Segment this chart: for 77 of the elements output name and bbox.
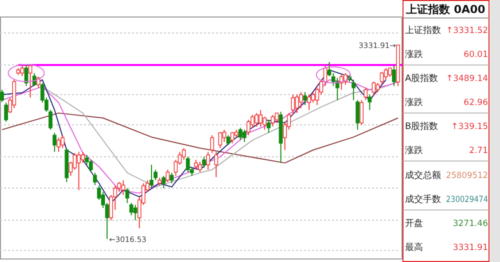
candlestick	[266, 119, 271, 134]
candlestick	[376, 82, 380, 93]
candlestick	[352, 79, 356, 101]
candlestick	[88, 159, 93, 173]
text: 最高	[405, 242, 423, 253]
candlestick	[166, 169, 170, 183]
candlestick	[4, 102, 8, 122]
candlestick	[372, 81, 376, 96]
candlestick	[12, 79, 16, 109]
candlestick	[129, 202, 134, 216]
candlestick	[368, 94, 372, 110]
candlestick	[206, 151, 210, 170]
candlestick	[72, 152, 77, 170]
candlestick	[327, 61, 332, 77]
text: 涨跌	[405, 97, 423, 108]
candlestick	[93, 172, 97, 186]
text: 3331.91	[452, 243, 488, 253]
candlestick	[28, 64, 32, 98]
candlestick	[246, 119, 250, 136]
candlestick	[210, 134, 214, 154]
candlestick	[380, 71, 384, 86]
text: B股指数	[405, 121, 438, 132]
candlestick	[121, 180, 126, 196]
candlestick	[230, 132, 234, 144]
text: 成交手数	[405, 194, 441, 205]
candlestick	[198, 161, 202, 173]
text: 成交总额	[405, 170, 441, 181]
candlestick	[295, 94, 299, 114]
text: 25809512	[446, 171, 490, 181]
candlestick	[194, 159, 198, 170]
text: 涨跌	[405, 49, 423, 60]
candlestick	[76, 151, 81, 191]
text: 2.71	[469, 146, 488, 156]
text: 开盘	[405, 218, 423, 229]
candlestick	[170, 172, 174, 184]
candlestick	[214, 151, 218, 178]
candlestick	[32, 72, 36, 86]
candlestick	[20, 65, 24, 77]
candlestick	[162, 175, 166, 189]
candlestick	[242, 129, 246, 143]
candlestick	[356, 100, 360, 130]
text: 涨跌	[405, 145, 423, 156]
candlestick	[125, 188, 130, 204]
candlestick	[392, 65, 396, 86]
candlestick	[226, 134, 230, 146]
text: ↑339.15	[451, 122, 488, 132]
candlestick	[202, 156, 206, 168]
candlestick	[307, 94, 312, 110]
candlestick	[274, 112, 279, 124]
text: A股指数	[405, 73, 438, 84]
candlestick	[339, 74, 344, 90]
candlestick	[384, 68, 388, 80]
candlestick	[133, 204, 138, 221]
text: 上证指数 0A00	[405, 3, 486, 16]
text: ↑3331.52	[446, 26, 488, 36]
candlestick	[186, 156, 190, 173]
candlestick	[299, 92, 303, 109]
candlestick	[303, 92, 307, 106]
candlestick	[56, 137, 61, 152]
candlestick	[218, 132, 222, 149]
text: 3271.46	[452, 219, 488, 229]
candlestick	[360, 100, 364, 126]
candlestick	[52, 132, 56, 152]
text: ↑3489.14	[446, 74, 488, 84]
text: 上证指数	[405, 25, 441, 36]
candlestick	[270, 114, 275, 128]
candlestick	[238, 127, 242, 141]
candlestick	[150, 164, 154, 189]
candlestick	[258, 109, 263, 128]
candlestick	[254, 112, 258, 128]
candlestick	[80, 151, 85, 164]
candlestick	[60, 134, 65, 149]
text: 60.01	[464, 50, 488, 60]
candlestick	[364, 87, 368, 101]
text: 230029474	[446, 195, 495, 205]
candlestick	[0, 89, 4, 102]
text: 62.96	[464, 98, 488, 108]
